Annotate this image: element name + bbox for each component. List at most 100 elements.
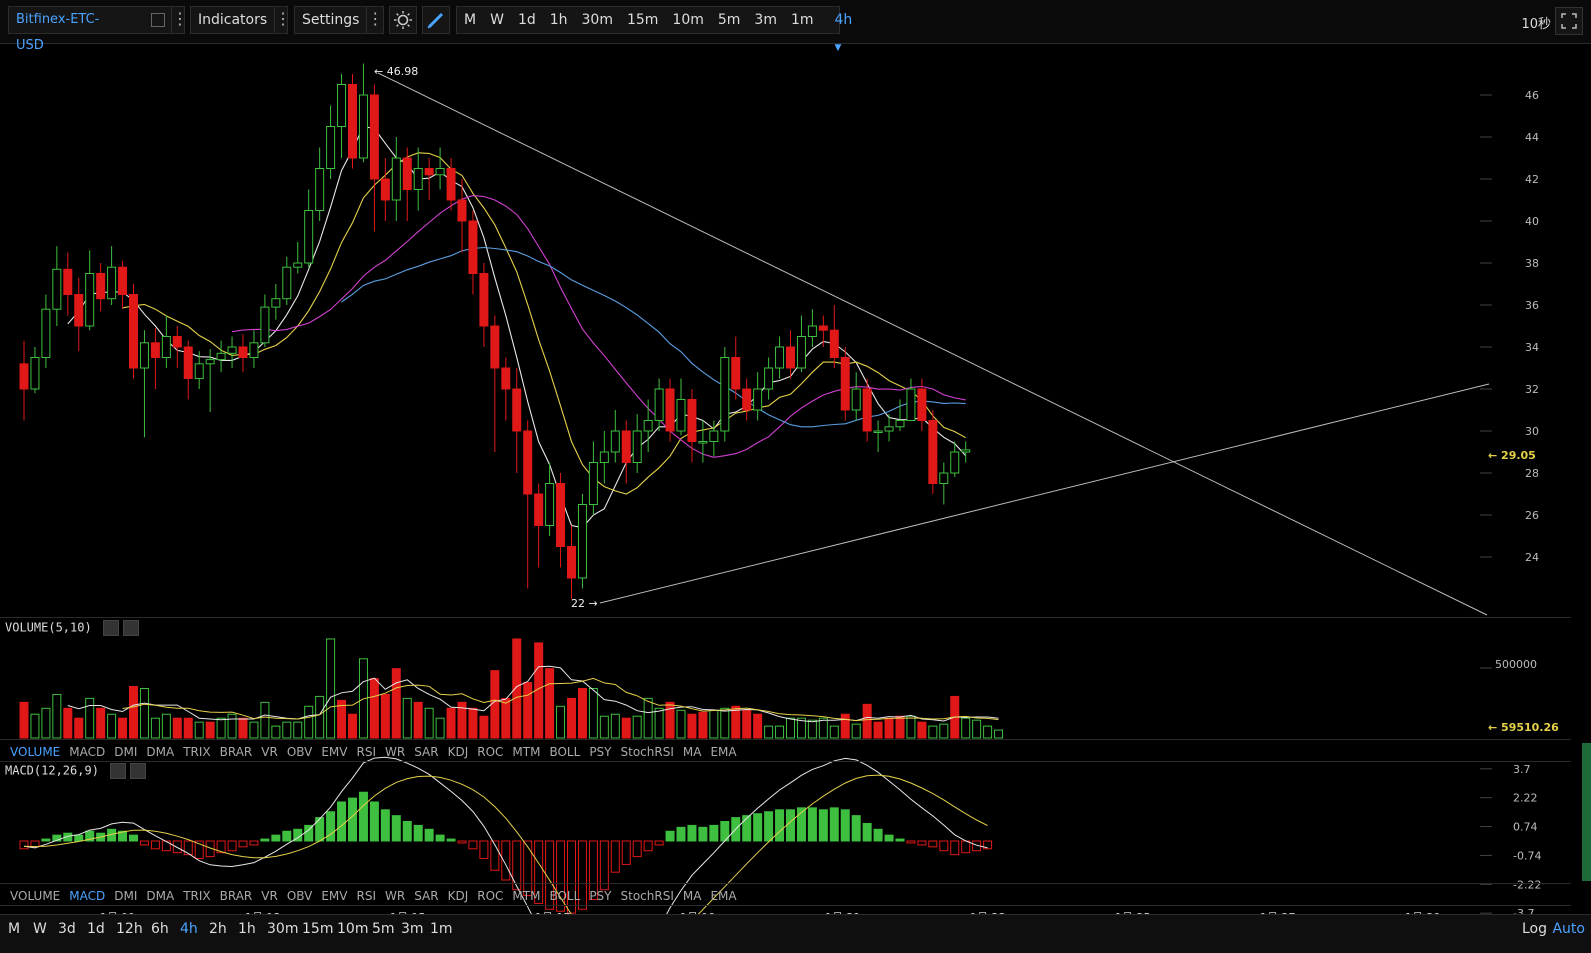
- indicator-tab-kdj[interactable]: KDJ: [447, 745, 469, 759]
- indicators-menu-icon[interactable]: ⋮: [274, 7, 291, 33]
- indicator-tab-wr[interactable]: WR: [385, 745, 406, 759]
- indicator-tab-volume[interactable]: VOLUME: [10, 745, 61, 759]
- trendlines[interactable]: [377, 72, 1490, 616]
- indicator-tab-kdj[interactable]: KDJ: [447, 889, 469, 903]
- indicators-button[interactable]: Indicators ⋮: [190, 6, 291, 34]
- indicator-tab-vr[interactable]: VR: [261, 889, 278, 903]
- indicator-tab-emv[interactable]: EMV: [321, 745, 348, 759]
- macd-histogram-bar: [621, 840, 631, 865]
- period-5m[interactable]: 5m: [717, 12, 741, 28]
- indicator-tab-wr[interactable]: WR: [385, 889, 406, 903]
- indicator-tab-roc[interactable]: ROC: [477, 889, 504, 903]
- indicator-tab-roc[interactable]: ROC: [477, 745, 504, 759]
- candle-up: [895, 420, 905, 428]
- bottom-period-m[interactable]: M: [8, 921, 21, 937]
- bottom-period-1m[interactable]: 1m: [430, 921, 453, 937]
- settings-menu-icon[interactable]: ⋮: [366, 7, 383, 33]
- indicator-tab-macd[interactable]: MACD: [69, 889, 106, 903]
- gear-icon[interactable]: [102, 620, 119, 636]
- volume-tick: 500000: [1495, 658, 1537, 671]
- indicator-tab-dma[interactable]: DMA: [146, 889, 175, 903]
- symbol-label[interactable]: Bitfinex-ETC-USD: [16, 12, 100, 53]
- indicator-tab-obv[interactable]: OBV: [286, 745, 313, 759]
- indicator-tab-stochrsi[interactable]: StochRSI: [620, 889, 674, 903]
- bottom-period-3m[interactable]: 3m: [401, 921, 424, 937]
- close-icon[interactable]: [122, 620, 139, 636]
- auto-scale-toggle[interactable]: Auto: [1552, 921, 1585, 937]
- fullscreen-button[interactable]: [1555, 7, 1583, 35]
- macd-histogram-bar: [63, 832, 73, 842]
- bottom-period-w[interactable]: W: [33, 921, 47, 937]
- indicator-tab-boll[interactable]: BOLL: [549, 889, 581, 903]
- indicator-tab-obv[interactable]: OBV: [286, 889, 313, 903]
- symbol-menu-icon[interactable]: ⋮: [171, 7, 188, 33]
- refresh-interval[interactable]: 10秒: [1521, 17, 1551, 32]
- period-10m[interactable]: 10m: [672, 12, 704, 28]
- period-dropdown[interactable]: 4h ▼: [821, 7, 860, 53]
- indicators-label[interactable]: Indicators: [198, 12, 268, 28]
- draw-tool-button[interactable]: [422, 6, 450, 34]
- indicator-tab-ma[interactable]: MA: [682, 889, 702, 903]
- period-w[interactable]: W: [490, 12, 504, 28]
- indicator-tab-dmi[interactable]: DMI: [114, 889, 138, 903]
- bottom-period-6h[interactable]: 6h: [151, 921, 169, 937]
- volume-bar: [928, 725, 938, 739]
- indicator-tab-ema[interactable]: EMA: [710, 745, 737, 759]
- indicator-tab-sar[interactable]: SAR: [414, 745, 439, 759]
- bottom-period-4h[interactable]: 4h: [180, 921, 198, 937]
- chart-canvas[interactable]: 46 44 42 40 38 36 34 32 30 28 26 24 ← 46.98 22 → ← …: [0, 0, 1591, 914]
- ascending-trendline[interactable]: [599, 383, 1490, 604]
- bottom-period-10m[interactable]: 10m: [337, 921, 369, 937]
- indicator-tab-rsi[interactable]: RSI: [356, 745, 377, 759]
- indicator-tab-brar[interactable]: BRAR: [219, 745, 253, 759]
- bottom-period-12h[interactable]: 12h: [116, 921, 143, 937]
- indicator-tab-dma[interactable]: DMA: [146, 745, 175, 759]
- bottom-period-3d[interactable]: 3d: [58, 921, 76, 937]
- period-15m[interactable]: 15m: [626, 12, 659, 28]
- symbol-selector[interactable]: Bitfinex-ETC-USD ⋮: [8, 6, 188, 53]
- bottom-period-30m[interactable]: 30m: [267, 921, 299, 937]
- indicator-tab-dmi[interactable]: DMI: [114, 745, 138, 759]
- indicator-tab-sar[interactable]: SAR: [414, 889, 439, 903]
- indicator-tab-mtm[interactable]: MTM: [512, 889, 541, 903]
- bottom-period-1d[interactable]: 1d: [87, 921, 105, 937]
- indicator-tab-rsi[interactable]: RSI: [356, 889, 377, 903]
- indicator-tab-vr[interactable]: VR: [261, 745, 278, 759]
- indicator-tab-psy[interactable]: PSY: [589, 745, 612, 759]
- descending-trendline[interactable]: [377, 72, 1488, 616]
- period-30m[interactable]: 30m: [581, 12, 613, 28]
- indicator-tab-brar[interactable]: BRAR: [219, 889, 253, 903]
- period-1m[interactable]: 1m: [790, 12, 814, 28]
- bottom-period-2h[interactable]: 2h: [209, 921, 227, 937]
- period-1d[interactable]: 1d: [517, 12, 536, 28]
- theme-toggle-button[interactable]: [389, 6, 417, 34]
- close-icon[interactable]: [130, 763, 147, 779]
- indicator-tab-boll[interactable]: BOLL: [549, 745, 581, 759]
- indicator-tab-stochrsi[interactable]: StochRSI: [620, 745, 674, 759]
- bottom-period-15m[interactable]: 15m: [302, 921, 334, 937]
- settings-button[interactable]: Settings ⋮: [294, 6, 384, 34]
- indicator-tab-mtm[interactable]: MTM: [512, 745, 541, 759]
- indicator-tab-trix[interactable]: TRIX: [183, 889, 211, 903]
- indicator-tab-volume[interactable]: VOLUME: [10, 889, 61, 903]
- candle-up: [939, 472, 949, 484]
- volume-bar: [30, 713, 40, 739]
- popout-icon[interactable]: [151, 13, 165, 27]
- period-1h[interactable]: 1h: [549, 12, 568, 28]
- indicator-tab-ema[interactable]: EMA: [710, 889, 737, 903]
- period-3m[interactable]: 3m: [754, 12, 777, 28]
- bottom-period-5m[interactable]: 5m: [372, 921, 395, 937]
- bottom-period-1h[interactable]: 1h: [238, 921, 256, 937]
- log-scale-toggle[interactable]: Log: [1521, 921, 1547, 937]
- settings-label[interactable]: Settings: [302, 12, 360, 28]
- period-m[interactable]: M: [464, 12, 477, 28]
- indicator-tab-trix[interactable]: TRIX: [183, 745, 211, 759]
- indicator-tab-emv[interactable]: EMV: [321, 889, 348, 903]
- indicator-tab-psy[interactable]: PSY: [589, 889, 612, 903]
- indicator-tab-macd[interactable]: MACD: [69, 745, 106, 759]
- indicator-tab-ma[interactable]: MA: [682, 745, 702, 759]
- macd-histogram-bar: [796, 807, 806, 842]
- volume-bar: [249, 721, 259, 739]
- gear-icon[interactable]: [110, 763, 127, 779]
- scroll-indicator[interactable]: [1582, 743, 1591, 881]
